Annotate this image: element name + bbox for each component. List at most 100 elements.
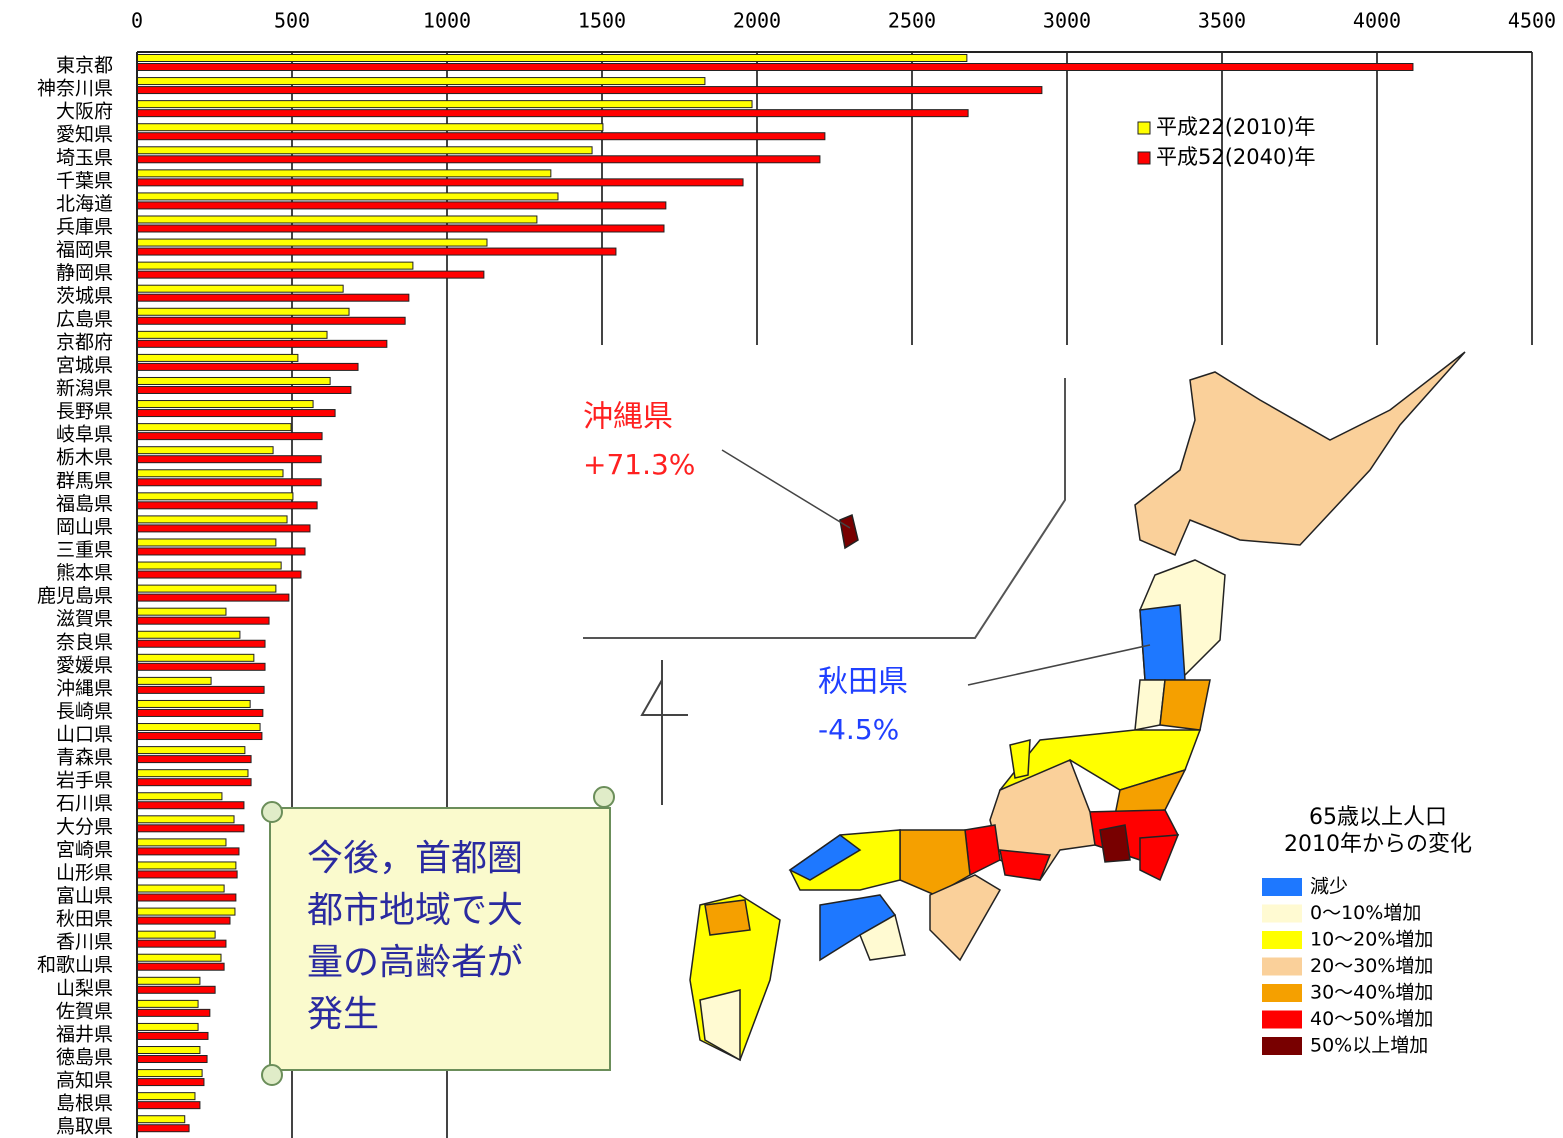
bar <box>136 662 266 671</box>
map-legend-swatch <box>1262 984 1302 1002</box>
bar <box>136 1092 196 1101</box>
y-tick-label: 東京都 <box>56 55 113 77</box>
bar <box>136 1115 186 1124</box>
bar <box>136 501 318 510</box>
y-tick-label: 宮崎県 <box>56 839 113 861</box>
bar <box>136 1101 201 1110</box>
map-legend-label: 50%以上増加 <box>1310 1035 1428 1057</box>
bar <box>136 132 826 141</box>
inset-frame <box>583 378 1066 639</box>
callout-line: 量の高齢者が <box>307 942 523 983</box>
bar <box>136 953 222 962</box>
bar <box>136 732 263 741</box>
leader-line <box>967 644 1151 686</box>
y-tick-label: 大阪府 <box>56 101 113 123</box>
legend-swatch <box>1137 151 1151 165</box>
y-tick-label: 山形県 <box>56 862 113 884</box>
y-tick-label: 大分県 <box>56 816 113 838</box>
bar <box>136 446 274 455</box>
map-legend-label: 20～30%増加 <box>1310 955 1433 977</box>
y-tick-label: 埼玉県 <box>56 147 113 169</box>
x-tick-label: 4000 <box>1353 9 1401 33</box>
bar <box>136 570 302 579</box>
bar <box>136 824 245 833</box>
map-legend-swatch <box>1262 1037 1302 1055</box>
y-tick-label: 栃木県 <box>56 447 113 469</box>
bar <box>136 123 604 132</box>
bar <box>136 838 227 847</box>
x-tick-label: 4500 <box>1508 9 1556 33</box>
bar <box>136 339 388 348</box>
map-legend-label: 30～40%増加 <box>1310 982 1433 1004</box>
bar <box>136 54 968 62</box>
y-tick-label: 兵庫県 <box>56 216 113 238</box>
y-tick-label: 神奈川県 <box>37 78 113 100</box>
y-tick-label: 新潟県 <box>56 377 113 399</box>
x-tick-label: 1500 <box>578 9 626 33</box>
map-legend-label: 40～50%増加 <box>1310 1008 1433 1030</box>
bar <box>136 330 328 339</box>
y-tick-label: 和歌山県 <box>37 954 113 976</box>
legend-swatch <box>1137 121 1151 135</box>
bar <box>136 155 821 164</box>
bar <box>136 423 292 432</box>
bar <box>136 561 282 570</box>
y-tick-label: 徳島県 <box>56 1047 113 1069</box>
bar <box>136 884 225 893</box>
y-tick-label: 岐阜県 <box>56 424 113 446</box>
y-tick-label: 福井県 <box>56 1023 113 1045</box>
y-tick-label: 静岡県 <box>56 262 113 284</box>
bar <box>136 515 288 524</box>
bar <box>136 916 231 925</box>
annotation-value: +71.3% <box>583 448 695 481</box>
bar <box>136 224 665 233</box>
bar <box>136 77 706 86</box>
y-tick-label: 山口県 <box>56 724 113 746</box>
annotation-value: -4.5% <box>818 713 899 746</box>
y-tick-label: 福島県 <box>56 493 113 515</box>
bar <box>136 469 284 478</box>
bar <box>136 985 216 994</box>
bar <box>136 293 410 302</box>
bar <box>136 238 488 247</box>
callout <box>261 786 615 1086</box>
y-tick-label: 長野県 <box>56 401 113 423</box>
bar <box>136 893 237 902</box>
bar <box>136 676 212 685</box>
bar <box>136 86 1043 95</box>
y-tick-label: 佐賀県 <box>56 1000 113 1022</box>
bar <box>136 192 559 201</box>
y-tick-label: 北海道 <box>56 193 113 215</box>
bar <box>136 584 277 593</box>
bar <box>136 815 235 824</box>
callout-line: 発生 <box>307 994 379 1035</box>
x-tick-label: 2500 <box>888 9 936 33</box>
y-tick-label: 山梨県 <box>56 977 113 999</box>
bar <box>136 976 201 985</box>
bar <box>136 169 552 178</box>
bar <box>136 1008 211 1017</box>
map-legend-label: 減少 <box>1310 876 1348 898</box>
y-tick-label: 熊本県 <box>56 562 113 584</box>
bar <box>136 801 245 810</box>
bar <box>136 492 294 501</box>
bar <box>136 939 227 948</box>
y-tick-label: 秋田県 <box>56 908 113 930</box>
bar <box>136 215 538 224</box>
bar <box>136 930 216 939</box>
map-legend-swatch <box>1262 904 1302 923</box>
map-legend-swatch <box>1262 878 1302 896</box>
bar <box>136 409 336 418</box>
bar <box>136 653 255 662</box>
bar <box>136 109 969 118</box>
bar <box>136 316 406 325</box>
bar <box>136 861 237 870</box>
bar <box>136 769 249 778</box>
y-tick-label: 青森県 <box>56 747 113 769</box>
axis: 0 500 1000 1500 2000 2500 3000 3500 4000 4500 東京都神… <box>37 9 1556 1138</box>
y-tick-label: 千葉県 <box>56 170 113 192</box>
map-legend-title: 2010年からの変化 <box>1284 832 1472 857</box>
